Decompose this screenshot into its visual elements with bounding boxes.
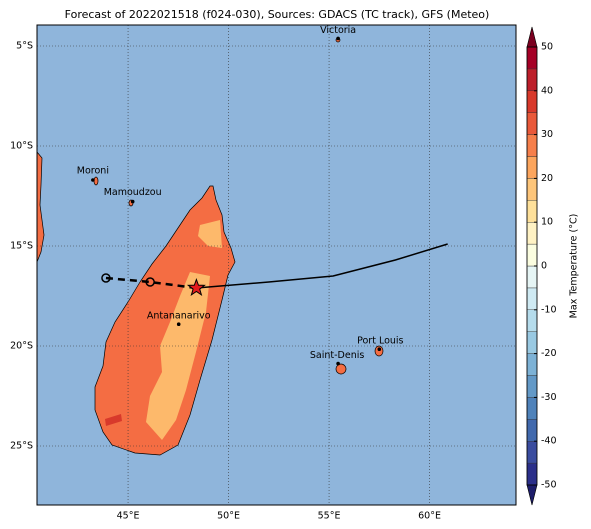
colorbar: -50 -40 -30 -20 -10 0 10 20 30 40 50 xyxy=(526,26,557,506)
y-tick-label: 5°S xyxy=(16,41,33,52)
city-label: Saint-Denis xyxy=(310,350,364,361)
colorbar-band xyxy=(526,200,538,223)
x-tick-label: 45°E xyxy=(117,511,140,522)
colorbar-band xyxy=(526,221,538,245)
colorbar-band xyxy=(526,309,538,332)
colorbar-band xyxy=(526,265,538,289)
colorbar-tick-label: -20 xyxy=(541,348,557,359)
africa-coast xyxy=(36,151,45,263)
colorbar-tick-label: 30 xyxy=(541,129,553,140)
colorbar-band xyxy=(526,178,538,201)
city-dot xyxy=(130,199,135,204)
x-tick-label: 50°E xyxy=(217,511,240,522)
colorbar-band xyxy=(526,375,538,398)
colorbar-tick-label: 0 xyxy=(541,261,547,272)
y-tick-label: 10°S xyxy=(10,141,33,152)
reunion xyxy=(335,363,347,375)
madagascar xyxy=(94,185,236,456)
city-label: Moroni xyxy=(77,166,109,177)
colorbar-tick-label: -50 xyxy=(541,480,557,491)
colorbar-tick-label: 40 xyxy=(541,85,553,96)
forecast-point xyxy=(101,273,111,283)
cities: Victoria Moroni Mamoudzou Antananarivo Port … xyxy=(77,25,404,366)
colorbar-band xyxy=(526,331,538,354)
colorbar-extend-high xyxy=(526,26,538,48)
colorbar-band xyxy=(526,353,538,376)
colorbar-tick-label: 20 xyxy=(541,173,553,184)
grid xyxy=(37,25,516,505)
colorbar-band xyxy=(526,46,538,70)
city-label: Antananarivo xyxy=(147,311,211,322)
colorbar-extend-low xyxy=(526,484,538,506)
city-dot xyxy=(377,347,382,352)
city-label: Mamoudzou xyxy=(104,187,162,198)
colorbar-band xyxy=(526,397,538,420)
colorbar-band xyxy=(526,156,538,179)
colorbar-band xyxy=(526,134,538,157)
comoros xyxy=(93,176,99,186)
colorbar-tick-label: -30 xyxy=(541,392,557,403)
highland xyxy=(146,272,210,440)
colorbar-tick-label: 10 xyxy=(541,217,553,228)
city-dot xyxy=(91,178,95,182)
y-tick-label: 25°S xyxy=(10,441,33,452)
colorbar-band xyxy=(526,90,538,113)
current-position xyxy=(186,278,206,297)
colorbar-band xyxy=(526,462,538,486)
colorbar-tick-label: -40 xyxy=(541,436,557,447)
forecast-point xyxy=(145,277,155,287)
map-frame xyxy=(36,24,517,506)
city-dot xyxy=(336,36,340,41)
colorbar-band xyxy=(526,243,538,267)
colorbar-label: Max Temperature (°C) xyxy=(569,214,580,319)
highland-north xyxy=(198,220,222,248)
city-label: Port Louis xyxy=(357,336,403,347)
colorbar-band xyxy=(526,68,538,92)
y-tick-label: 20°S xyxy=(10,341,33,352)
colorbar-band xyxy=(526,419,538,442)
observed-track xyxy=(196,243,448,289)
track xyxy=(101,243,448,297)
map-title: Forecast of 2022021518 (f024-030), Sourc… xyxy=(65,8,490,21)
y-tick-label: 15°S xyxy=(10,241,33,252)
x-tick-label: 55°E xyxy=(318,511,341,522)
colorbar-band xyxy=(526,441,538,464)
colorbar-tick-label: 50 xyxy=(541,42,553,53)
city-dot xyxy=(176,322,181,327)
colorbar-tick-label: -10 xyxy=(541,304,557,315)
city-dot xyxy=(336,361,340,366)
colorbar-band xyxy=(526,287,538,310)
colorbar-band xyxy=(526,112,538,135)
city-label: Victoria xyxy=(320,25,356,36)
x-tick-label: 60°E xyxy=(418,511,441,522)
hot-spot xyxy=(105,414,122,426)
forecast-track xyxy=(105,276,197,290)
